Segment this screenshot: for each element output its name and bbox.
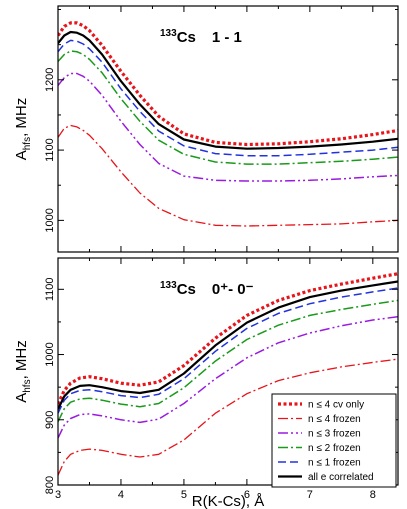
x-tick-label: 3 (55, 489, 61, 501)
legend-label-3: n ≤ 3 frozen (308, 429, 361, 440)
x-axis-label: R(K-Cs), Å (192, 493, 265, 509)
series-line-1 (58, 272, 398, 405)
chart-panel-1: 1000 1100 1200 Ahfs, MHz 133Cs 1 - 1 (13, 5, 399, 253)
plot-frame (57, 257, 399, 486)
y-tick-label: 1100 (44, 138, 56, 162)
y-tick-label: 1200 (44, 68, 56, 92)
x-tick-label: 5 (181, 489, 187, 501)
series-line-3 (58, 315, 398, 439)
legend-label-6: all e correlated (308, 472, 374, 483)
series-line-2 (58, 124, 398, 227)
y-tick-label: 900 (44, 411, 56, 429)
y-axis-label: Ahfs, MHz (13, 340, 33, 403)
y-axis-label: Ahfs, MHz (13, 98, 33, 161)
y-tick-label: 1100 (44, 277, 56, 301)
chart-panel-2: 800 900 1000 1100 3 4 5 6 7 8 Ahfs, MHz 133Cs 0⁺- 0⁻… (13, 257, 399, 509)
series-line-5 (58, 287, 398, 414)
series-line-3 (58, 72, 398, 182)
series-line-2 (58, 358, 398, 476)
plot-frame (57, 5, 399, 253)
series-line-4 (58, 299, 398, 423)
x-tick-label: 6 (244, 489, 250, 501)
panel-label: 133Cs 1 - 1 (160, 28, 242, 46)
panel-label: 133Cs 0⁺- 0⁻ (160, 280, 254, 298)
legend-label-1: n ≤ 4 cv only (308, 400, 364, 411)
legend-label-4: n ≤ 2 frozen (308, 443, 361, 454)
x-tick-label: 7 (307, 489, 313, 501)
series-group (58, 272, 398, 476)
y-tick-label: 1000 (44, 342, 56, 366)
y-tick-label: 800 (44, 476, 56, 494)
series-line-6 (58, 280, 398, 410)
series-group (58, 21, 398, 227)
series-line-4 (58, 50, 398, 165)
x-tick-label: 4 (118, 489, 124, 501)
legend-label-2: n ≤ 4 frozen (308, 414, 361, 425)
legend: n ≤ 4 cv only n ≤ 4 frozen n ≤ 3 frozen n ≤… (271, 393, 397, 488)
legend-box (271, 393, 397, 488)
series-line-1 (58, 21, 398, 147)
series-line-6 (58, 30, 398, 150)
x-tick-label: 8 (370, 489, 376, 501)
legend-label-5: n ≤ 1 frozen (308, 458, 361, 469)
series-line-5 (58, 39, 398, 157)
y-tick-label: 1000 (44, 208, 56, 232)
